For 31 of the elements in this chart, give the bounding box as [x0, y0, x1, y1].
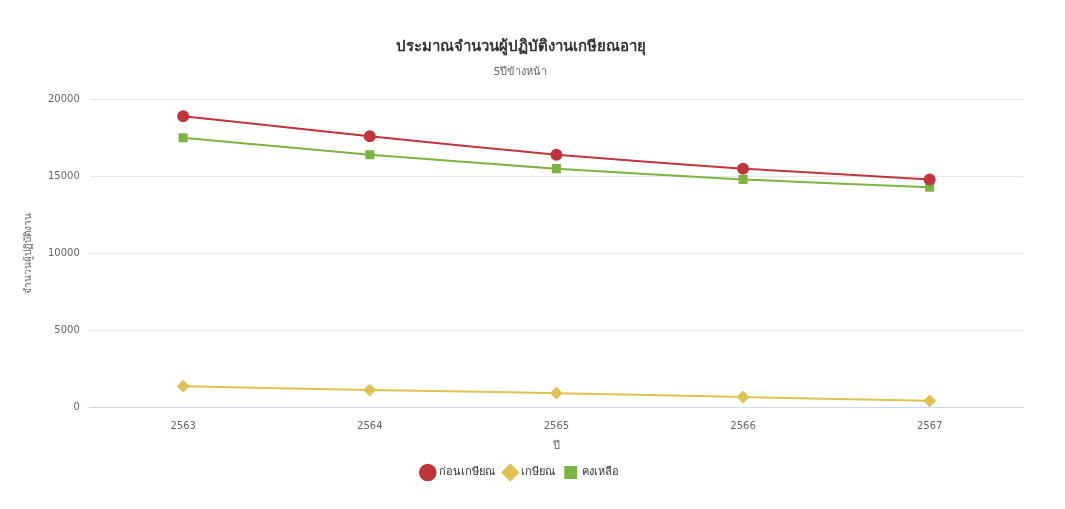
point	[551, 164, 561, 174]
legend-label: คงเหลือ	[581, 465, 619, 479]
point	[177, 110, 190, 123]
point	[923, 394, 936, 407]
point	[363, 130, 376, 143]
x-axis-title: ปี	[551, 439, 560, 453]
point	[738, 174, 748, 184]
x-tick-label: 2567	[916, 420, 943, 432]
y-tick-label: 10000	[48, 247, 80, 259]
point	[365, 150, 375, 160]
x-tick-label: 2565	[543, 420, 570, 432]
point	[177, 380, 190, 393]
y-tick-label: 0	[73, 401, 80, 413]
x-tick-label: 2564	[357, 420, 383, 432]
chart-subtitle: 5ปีข้างหน้า	[493, 65, 548, 79]
y-tick-label: 15000	[48, 169, 80, 181]
point	[737, 391, 750, 403]
chart-title: ประมาณจำนวนผู้ปฏิบัติงานเกษียณอายุ	[395, 36, 646, 56]
point	[550, 387, 563, 400]
point	[737, 162, 750, 175]
point	[363, 384, 376, 397]
x-tick-label: 2563	[170, 420, 196, 432]
legend-label: ก่อนเกษียณ	[438, 465, 495, 479]
point	[923, 173, 936, 186]
y-tick-label: 5000	[54, 324, 80, 336]
point	[550, 148, 563, 161]
y-tick-label: 20000	[48, 92, 80, 104]
legend-label: เกษียณ	[521, 465, 556, 479]
y-axis-title: จำนวนผู้ปฏิบัติงาน	[21, 213, 34, 294]
point	[178, 133, 188, 143]
x-tick-label: 2566	[730, 420, 756, 432]
